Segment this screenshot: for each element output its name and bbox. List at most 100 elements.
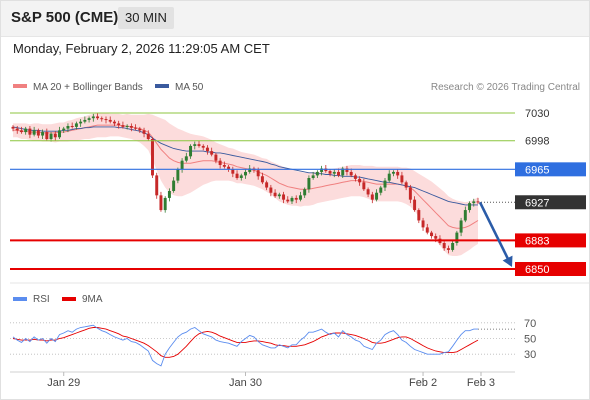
candle: [227, 165, 231, 172]
candle-body: [155, 175, 159, 196]
candle-body: [36, 130, 40, 136]
level-7030-label: 7030: [525, 108, 549, 120]
candle: [442, 241, 446, 251]
timeframe-badge[interactable]: 30 MIN: [118, 7, 174, 29]
candle-body: [332, 171, 336, 174]
candle: [163, 196, 167, 213]
candle-body: [442, 243, 446, 249]
candle-body: [49, 133, 53, 139]
candle: [62, 126, 66, 133]
candle: [83, 116, 87, 124]
candle-body: [193, 144, 197, 146]
candle-body: [11, 126, 15, 129]
candle-body: [227, 166, 231, 170]
candle-body: [231, 169, 235, 174]
rsi-ma-line: [12, 327, 479, 358]
candle: [87, 116, 91, 123]
forecast-arrow: [478, 201, 513, 267]
candle: [45, 128, 49, 141]
level-6850-tag: [515, 262, 586, 276]
candle: [387, 170, 391, 183]
candle-body: [349, 171, 353, 176]
candle: [379, 185, 383, 196]
candle-body: [430, 232, 433, 237]
level-6965-label: 6965: [525, 164, 549, 176]
candle-body: [303, 189, 307, 196]
candle: [341, 166, 345, 178]
candle-body: [172, 180, 176, 191]
candle-body: [294, 197, 298, 200]
candle: [32, 126, 36, 137]
candle: [286, 196, 290, 204]
candle: [104, 116, 108, 124]
candle-body: [45, 132, 49, 139]
candle: [146, 130, 150, 141]
candle: [91, 113, 95, 122]
candle-body: [282, 194, 286, 200]
ma20-legend-label: MA 20 + Bollinger Bands: [33, 82, 143, 93]
candle: [455, 230, 459, 246]
candle: [315, 170, 319, 178]
candle: [180, 158, 184, 173]
candle-body: [320, 168, 324, 172]
candle: [353, 173, 357, 182]
candle: [459, 217, 463, 237]
candle: [404, 180, 408, 191]
candle: [358, 176, 362, 186]
candle-body: [117, 123, 121, 126]
candle: [231, 166, 235, 178]
x-tick-label: Jan 29: [47, 377, 80, 389]
candle-body: [24, 128, 28, 133]
rsi-plot: 30 50 70: [10, 318, 536, 367]
candle-body: [167, 191, 171, 198]
chart-datetime: Monday, February 2, 2026 11:29:05 AM CET: [13, 41, 270, 56]
candle-body: [396, 171, 400, 176]
candle: [396, 169, 400, 179]
candle: [151, 137, 154, 178]
candle-body: [260, 176, 264, 183]
candle-body: [96, 116, 100, 119]
candle-body: [353, 175, 357, 179]
x-tick-label: Jan 30: [229, 377, 262, 389]
candle-body: [476, 201, 480, 203]
candle-body: [366, 189, 370, 195]
candle-body: [79, 121, 83, 124]
candle-body: [248, 168, 252, 172]
candle: [24, 126, 28, 135]
candle: [79, 119, 83, 127]
candle: [49, 132, 53, 142]
candle-body: [455, 232, 459, 243]
candle: [70, 122, 74, 129]
ma50-line: [12, 126, 478, 206]
candle-body: [201, 145, 205, 148]
price-plot: [11, 113, 480, 256]
candle: [383, 178, 387, 191]
candle-body: [104, 119, 108, 121]
candle-body: [328, 171, 332, 174]
rsi-tick-70: 70: [524, 318, 536, 330]
candle: [277, 192, 281, 199]
candle-body: [222, 165, 226, 167]
candle: [129, 123, 133, 132]
candle-body: [66, 126, 70, 129]
candle-body: [205, 147, 209, 152]
candle-body: [417, 210, 421, 221]
candle: [282, 191, 286, 204]
candle-body: [214, 154, 218, 161]
candle-body: [159, 195, 163, 211]
candle-body: [151, 139, 154, 176]
candle: [28, 126, 32, 139]
candle: [214, 152, 218, 164]
candle: [303, 187, 307, 198]
candle: [421, 217, 425, 231]
candle-body: [41, 132, 45, 136]
candle-body: [434, 236, 438, 239]
candle-body: [472, 201, 476, 204]
candle: [328, 169, 332, 177]
candle: [265, 180, 269, 191]
candle-body: [176, 169, 180, 181]
candle-body: [138, 128, 142, 131]
candle: [408, 184, 412, 204]
candle-body: [307, 178, 311, 190]
candle-body: [451, 243, 455, 250]
